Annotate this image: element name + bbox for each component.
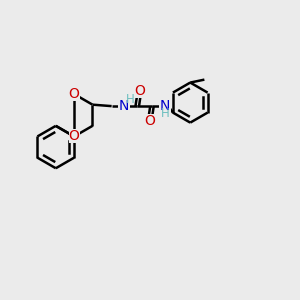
Text: O: O [69,130,80,143]
Text: N: N [160,99,170,113]
Text: H: H [126,93,135,106]
Text: H: H [161,107,170,120]
Text: O: O [69,87,80,101]
Text: O: O [134,84,145,98]
Text: N: N [119,99,129,113]
Text: O: O [145,114,155,128]
